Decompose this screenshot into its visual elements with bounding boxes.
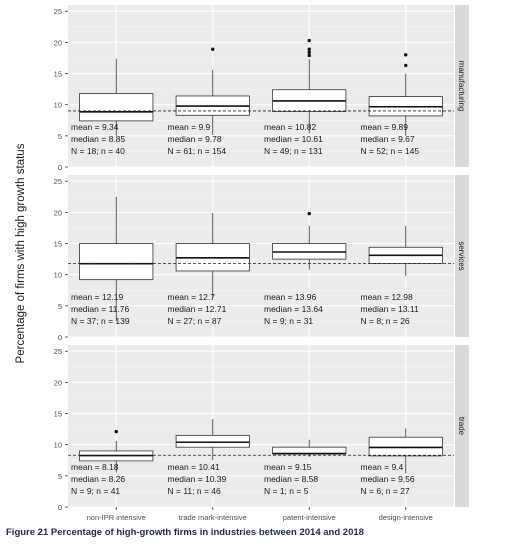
y-tick-label: 0 [58,503,62,512]
y-tick-label: 20 [54,208,62,217]
box-stat-label: mean = 13.96 [264,292,316,302]
box-stat-label: N = 27; n = 87 [168,316,222,326]
box-stat-label: N = 11; n = 46 [168,486,222,496]
box-iqr [79,243,154,281]
y-tick-label: 0 [58,333,62,342]
box-stat-label: mean = 9.15 [264,462,312,472]
box-stat-label: median = 9.56 [361,474,415,484]
y-tick-label: 5 [58,302,62,311]
box-stat-label: median = 11.76 [71,304,129,314]
box-stat-label: mean = 12.7 [168,292,216,302]
box-stat-label: N = 61; n = 154 [168,146,227,156]
x-tick-label: patent-intensive [283,513,336,522]
box-stat-label: median = 10.39 [168,474,227,484]
panel-background-trade [68,345,454,507]
box-stat-label: mean = 12.19 [71,292,123,302]
x-tick-label: trade mark-intensive [179,513,247,522]
outlier-point [307,38,311,43]
y-tick-label: 25 [54,7,62,16]
box-iqr [368,436,443,457]
outlier-point [404,53,408,57]
box-stat-label: median = 8.85 [71,134,125,144]
box-stat-label: N = 37; n = 139 [71,316,130,326]
y-tick-label: 10 [54,101,62,110]
outlier-point [211,47,215,51]
y-tick-label: 20 [54,38,62,47]
facet-strip-label: services [457,241,466,270]
box-stat-label: mean = 9.4 [361,462,404,472]
facet-strip-trade [455,345,469,507]
box-stat-label: mean = 8.18 [71,462,119,472]
box-stat-label: mean = 9.34 [71,122,119,132]
figure-caption: Figure 21 Percentage of high-growth firm… [6,527,364,538]
y-tick-label: 5 [58,132,62,141]
facet-strip-label: manufacturing [457,61,466,112]
box-stat-label: median = 10.61 [264,134,323,144]
box-stat-label: median = 8.26 [71,474,125,484]
y-tick-label: 15 [54,70,62,79]
box-stat-label: mean = 9.9 [168,122,211,132]
y-axis-label: Percentage of firms with high growth sta… [15,143,27,363]
box-stat-label: N = 18; n = 40 [71,146,125,156]
box-stat-label: median = 9.78 [168,134,222,144]
y-tick-label: 20 [54,378,62,387]
y-tick-label: 25 [54,177,62,186]
facet-strip-manufacturing [455,5,469,167]
box-stat-label: N = 1; n = 5 [264,486,309,496]
x-tick-label: non-IPR intensive [87,513,146,522]
box-stat-label: N = 9; n = 31 [264,316,313,326]
box-stat-label: median = 13.64 [264,304,323,314]
box-stat-label: median = 12.71 [168,304,227,314]
box-stat-label: median = 9.67 [361,134,415,144]
outlier-point [307,50,311,55]
box-stat-label: N = 9; n = 41 [71,486,120,496]
outlier-point [307,211,311,216]
outlier-point [307,47,311,51]
box-stat-label: mean = 12.98 [361,292,413,302]
box-stat-label: N = 8; n = 26 [361,316,410,326]
panel-background-manufacturing [68,5,454,167]
outlier-point [114,429,118,434]
y-tick-label: 10 [54,441,62,450]
y-tick-label: 10 [54,271,62,280]
y-tick-label: 15 [54,410,62,419]
box-stat-label: median = 8.58 [264,474,318,484]
box-stat-label: N = 49; n = 131 [264,146,323,156]
box-iqr [79,93,154,122]
x-tick-label: design-intensive [379,513,433,522]
box-stat-label: N = 52; n = 145 [361,146,420,156]
box-stat-label: mean = 9.89 [361,122,409,132]
outlier-point [307,53,311,58]
box-iqr [175,434,250,448]
y-tick-label: 0 [58,163,62,172]
outlier-point [404,63,408,68]
y-tick-label: 5 [58,472,62,481]
box-stat-label: mean = 10.41 [168,462,220,472]
y-tick-label: 15 [54,240,62,249]
box-stat-label: mean = 10.82 [264,122,316,132]
facet-strip-services [455,175,469,337]
facet-strip-label: trade [457,417,466,436]
box-stat-label: N = 6; n = 27 [361,486,410,496]
box-stat-label: median = 13.11 [361,304,419,314]
y-tick-label: 25 [54,347,62,356]
